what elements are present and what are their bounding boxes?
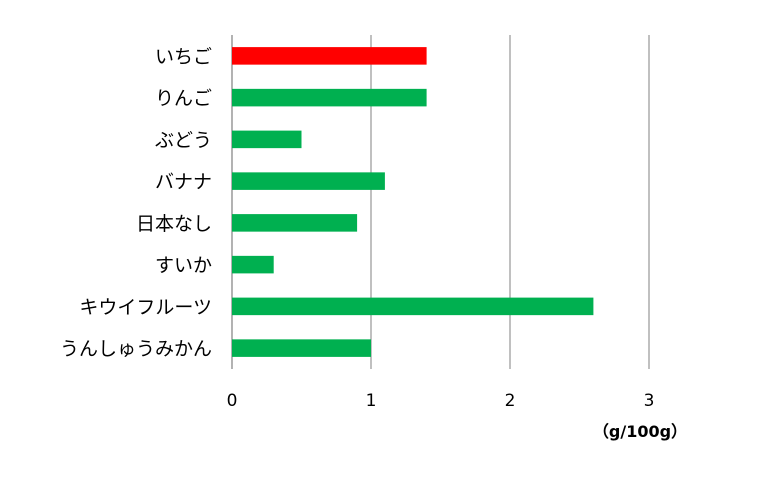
x-tick-label: 1 bbox=[366, 391, 377, 411]
x-tick-labels: 0 1 2 3 bbox=[227, 391, 655, 411]
x-tick-label: 2 bbox=[505, 391, 516, 411]
category-label: 日本なし bbox=[136, 213, 212, 235]
bar bbox=[232, 172, 385, 190]
bar bbox=[232, 255, 274, 274]
bar bbox=[232, 47, 427, 65]
bar bbox=[232, 214, 358, 232]
bar bbox=[232, 297, 594, 316]
category-label: ぶどう bbox=[155, 129, 212, 151]
category-label: キウイフルーツ bbox=[79, 296, 212, 318]
bar bbox=[232, 130, 302, 149]
unit-label: （g/100g） bbox=[593, 422, 687, 441]
bar bbox=[232, 88, 427, 107]
category-label: すいか bbox=[155, 255, 212, 277]
category-label: いちご bbox=[155, 46, 212, 68]
category-label: バナナ bbox=[155, 171, 212, 193]
x-tick-label: 0 bbox=[227, 391, 238, 411]
bars bbox=[232, 47, 594, 357]
category-label: うんしゅうみかん bbox=[60, 338, 212, 360]
gridlines bbox=[231, 35, 650, 369]
bar bbox=[232, 339, 371, 357]
x-tick-label: 3 bbox=[644, 391, 655, 411]
category-label: りんご bbox=[155, 88, 212, 110]
